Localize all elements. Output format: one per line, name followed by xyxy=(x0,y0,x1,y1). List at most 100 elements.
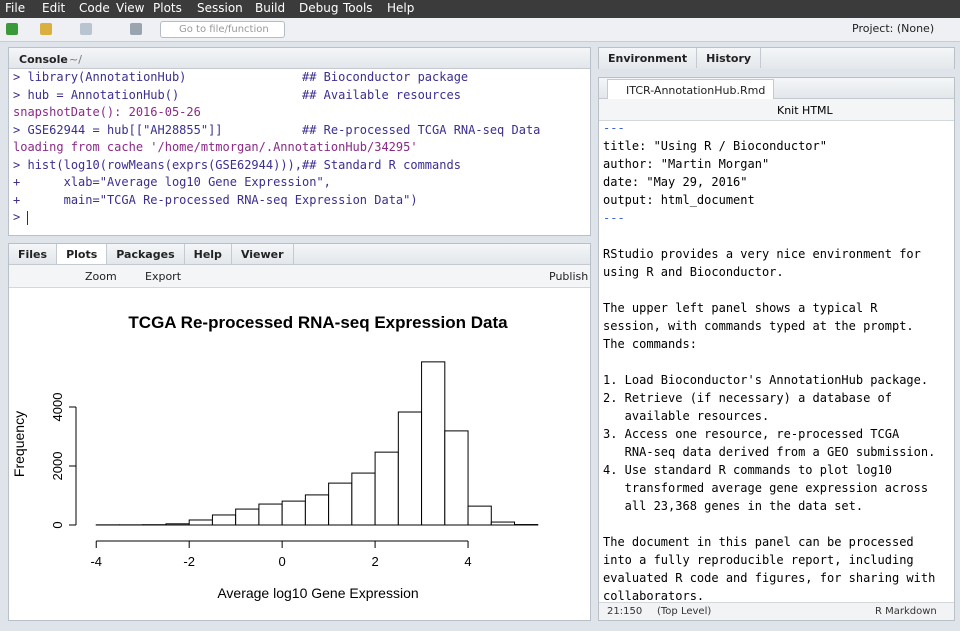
tab[interactable]: Files xyxy=(9,244,58,264)
tab[interactable]: History xyxy=(697,48,762,68)
menu-item[interactable]: Code xyxy=(79,1,110,15)
print-icon[interactable] xyxy=(130,23,142,35)
editor-tabs: ITCR-AnnotationHub.Rmd xyxy=(599,78,954,99)
console-comment: ## Re-processed TCGA RNA-seq Data xyxy=(301,122,541,137)
console-line: > hist(log10(rowMeans(exprs(GSE62944))),… xyxy=(13,158,583,175)
y-tick-label: 2000 xyxy=(50,452,65,481)
bar xyxy=(397,411,423,526)
console-comment: ## Bioconductor package xyxy=(301,70,469,84)
bar xyxy=(235,508,260,526)
plots-toolbar: Zoom Export Publish xyxy=(9,265,590,288)
console-prompt: > xyxy=(13,70,21,84)
console-code: xlab="Average log10 Gene Expression", xyxy=(27,175,331,189)
console-prompt: + xyxy=(13,175,21,189)
menu-item[interactable]: Build xyxy=(255,1,286,15)
editor-line: author: "Martin Morgan" xyxy=(603,157,770,171)
editor-line: The upper left panel shows a typical R xyxy=(603,301,878,315)
console-pane: Console ~/ > library(AnnotationHub) ## Bi… xyxy=(8,47,591,236)
tab[interactable]: Environment xyxy=(599,48,698,68)
editor-line: collaborators. xyxy=(603,589,705,603)
editor-line: available resources. xyxy=(603,409,770,423)
console-title: Console xyxy=(19,53,68,66)
bar xyxy=(351,472,376,526)
go-to-file-input[interactable]: Go to file/function xyxy=(160,21,285,38)
editor-line: 1. Load Bioconductor's AnnotationHub pac… xyxy=(603,373,929,387)
tab[interactable]: Packages xyxy=(107,244,185,264)
editor-line: The document in this panel can be proces… xyxy=(603,535,914,549)
console-prompt: > xyxy=(13,210,21,224)
bar xyxy=(467,505,492,526)
editor-line: 2. Retrieve (if necessary) a database of xyxy=(603,391,892,405)
console-line: + xlab="Average log10 Gene Expression", xyxy=(13,175,583,192)
editor-toolbar: Knit HTML xyxy=(599,99,954,121)
console-line: > library(AnnotationHub) ## Bioconductor … xyxy=(13,70,583,87)
environment-tabs: Environment History xyxy=(599,48,954,69)
y-tick-label: 4000 xyxy=(50,393,65,422)
editor-line: output: html_document xyxy=(603,193,755,207)
histogram: TCGA Re-processed RNA-seq Expression Dat… xyxy=(11,313,539,601)
menu-item[interactable]: Edit xyxy=(42,1,66,15)
project-menu[interactable]: Project: (None) xyxy=(852,22,935,35)
console-prompt: > xyxy=(13,87,21,102)
console-line: + main="TCGA Re-processed RNA-seq Expres… xyxy=(13,193,583,210)
editor-line: transformed average gene expression acro… xyxy=(603,481,929,495)
editor-line: 4. Use standard R commands to plot log10 xyxy=(603,463,892,477)
menu-bar: File Edit Code View Plots Session Build Debug To… xyxy=(0,0,960,18)
export-button[interactable]: Export xyxy=(145,270,182,283)
editor-line: title: "Using R / Bioconductor" xyxy=(603,139,827,153)
bar xyxy=(258,503,283,526)
bar xyxy=(444,430,469,526)
plots-tabs: Files Plots Packages Help Viewer xyxy=(9,244,590,265)
x-tick-label: -2 xyxy=(183,554,195,569)
console-code: library(AnnotationHub) xyxy=(27,70,187,84)
bar xyxy=(304,494,330,526)
console-prompt: + xyxy=(13,192,21,207)
console-comment: ## Standard R commands xyxy=(301,157,461,172)
console-path: ~/ xyxy=(69,53,82,66)
menu-item[interactable]: Session xyxy=(197,1,243,15)
editor-pane: ITCR-AnnotationHub.Rmd Knit HTML --- titl… xyxy=(598,77,955,621)
x-tick-label: -4 xyxy=(90,554,102,569)
editor-line: --- xyxy=(603,211,625,225)
console-line: > GSE62944 = hub[["AH28855"]] ## Re-proce… xyxy=(13,123,583,140)
editor-line: session, with commands typed at the prom… xyxy=(603,319,914,333)
zoom-button[interactable]: Zoom xyxy=(85,270,117,283)
menu-item[interactable]: File xyxy=(5,1,26,15)
save-icon[interactable] xyxy=(80,23,92,35)
cursor-position: 21:150 xyxy=(607,606,643,617)
tab[interactable]: Viewer xyxy=(232,244,294,264)
menu-item[interactable]: Debug xyxy=(299,1,339,15)
menu-item[interactable]: View xyxy=(116,1,145,15)
main-toolbar: Go to file/function Project: (None) xyxy=(0,18,960,42)
bar xyxy=(421,361,446,526)
editor-text[interactable]: --- title: "Using R / Bioconductor" author… xyxy=(603,121,954,603)
file-mode[interactable]: R Markdown xyxy=(875,606,937,617)
publish-button[interactable]: Publish xyxy=(549,270,589,283)
tab[interactable]: Plots xyxy=(57,244,108,264)
editor-line: into a fully reproducible report, includ… xyxy=(603,553,914,567)
x-tick-label: 2 xyxy=(371,554,378,569)
console-comment: ## Available resources xyxy=(301,87,461,102)
editor-file-tab[interactable]: ITCR-AnnotationHub.Rmd xyxy=(607,79,775,99)
y-axis-label: Frequency xyxy=(11,411,27,477)
editor-line: using R and Bioconductor. xyxy=(603,265,784,279)
x-axis-label: Average log10 Gene Expression xyxy=(217,585,418,601)
environment-pane: Environment History xyxy=(598,47,955,69)
editor-line: date: "May 29, 2016" xyxy=(603,175,748,189)
console-prompt: > xyxy=(13,122,21,137)
plot-title: TCGA Re-processed RNA-seq Expression Dat… xyxy=(128,313,508,332)
open-icon[interactable] xyxy=(40,23,52,35)
console-line: > xyxy=(13,210,583,227)
menu-item[interactable]: Tools xyxy=(343,1,373,15)
tab[interactable]: Help xyxy=(185,244,232,264)
y-tick-label: 0 xyxy=(50,521,65,528)
console-code: hist(log10(rowMeans(exprs(GSE62944))), xyxy=(27,157,303,172)
knit-button[interactable]: Knit HTML xyxy=(777,104,833,117)
scope-indicator[interactable]: (Top Level) xyxy=(657,606,712,617)
console-output[interactable]: > library(AnnotationHub) ## Bioconductor … xyxy=(13,70,590,235)
menu-item[interactable]: Plots xyxy=(153,1,182,15)
new-file-icon[interactable] xyxy=(6,23,18,35)
menu-item[interactable]: Help xyxy=(387,1,415,15)
console-line: snapshotDate(): 2016-05-26 xyxy=(13,105,583,122)
bar xyxy=(281,500,306,526)
